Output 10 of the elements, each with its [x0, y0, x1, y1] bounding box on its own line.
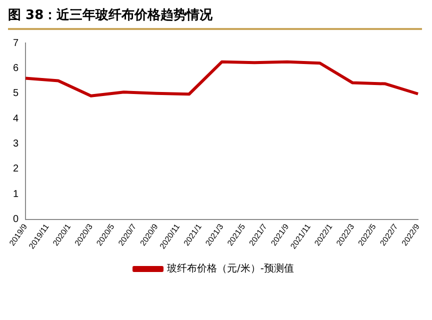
y-tick-label: 4 — [13, 113, 19, 124]
y-tick-label: 0 — [13, 214, 19, 226]
y-tick-label: 5 — [13, 88, 19, 100]
y-tick-label: 3 — [13, 138, 19, 150]
y-tick-label: 1 — [13, 188, 19, 200]
y-tick-label: 7 — [13, 38, 19, 49]
y-tick-label: 2 — [13, 164, 19, 175]
y-tick-label: 6 — [13, 62, 19, 74]
chart-title: 图 38：近三年玻纤布价格趋势情况 — [8, 6, 422, 30]
legend-label: 玻纤布价格（元/米）-预测值 — [167, 262, 294, 275]
